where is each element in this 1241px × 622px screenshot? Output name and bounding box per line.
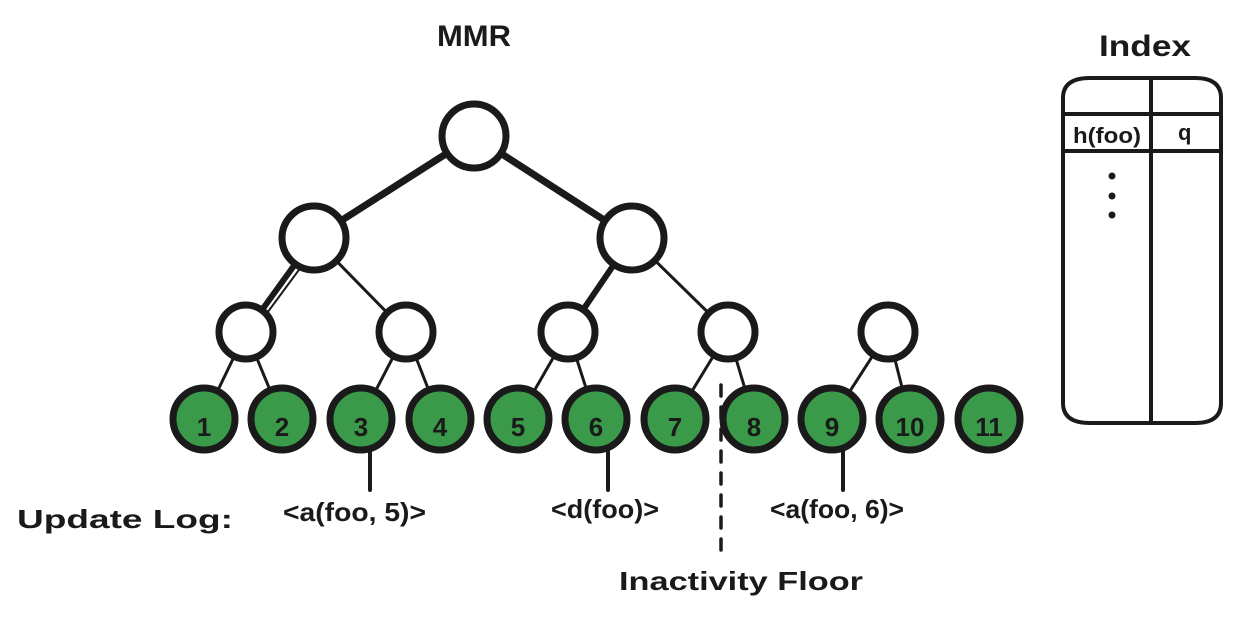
svg-text:Inactivity Floor: Inactivity Floor [619, 566, 863, 596]
svg-text:7: 7 [668, 412, 682, 442]
svg-text:3: 3 [354, 412, 368, 442]
svg-text:<d(foo)>: <d(foo)> [551, 494, 659, 524]
svg-text:8: 8 [747, 412, 761, 442]
svg-text:11: 11 [975, 412, 1003, 442]
svg-text:2: 2 [275, 412, 289, 442]
svg-text:4: 4 [433, 412, 448, 442]
svg-text:<a(foo, 5)>: <a(foo, 5)> [283, 497, 426, 527]
svg-text:10: 10 [896, 412, 925, 442]
svg-text:Index: Index [1099, 30, 1191, 63]
svg-text:6: 6 [589, 412, 603, 442]
svg-text:<a(foo, 6)>: <a(foo, 6)> [770, 494, 904, 524]
svg-text:5: 5 [511, 412, 525, 442]
svg-text:1: 1 [197, 412, 211, 442]
svg-text:Update Log:: Update Log: [17, 504, 233, 534]
svg-text:q: q [1178, 120, 1191, 145]
svg-text:9: 9 [825, 412, 839, 442]
svg-text:MMR: MMR [437, 20, 511, 53]
svg-text:h(foo): h(foo) [1073, 123, 1141, 148]
